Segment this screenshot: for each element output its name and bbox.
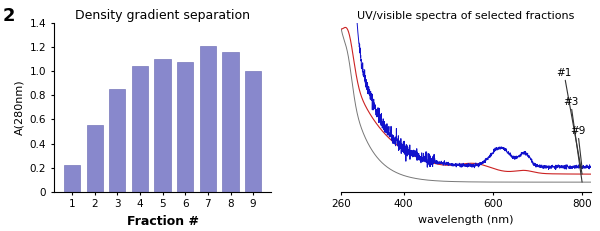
Title: Density gradient separation: Density gradient separation <box>75 9 250 22</box>
Bar <box>64 165 80 192</box>
Bar <box>200 46 216 192</box>
Bar <box>154 59 171 192</box>
Bar <box>177 62 193 192</box>
Text: 2: 2 <box>3 7 16 25</box>
Bar <box>223 52 239 192</box>
Text: #3: #3 <box>563 97 582 182</box>
Y-axis label: A(280nm): A(280nm) <box>14 80 24 135</box>
Text: #9: #9 <box>570 126 586 168</box>
X-axis label: Fraction #: Fraction # <box>127 215 199 228</box>
Title: UV/visible spectra of selected fractions: UV/visible spectra of selected fractions <box>358 11 575 21</box>
Bar <box>132 67 148 192</box>
Bar <box>109 89 125 192</box>
Bar <box>245 71 262 192</box>
X-axis label: wavelength (nm): wavelength (nm) <box>418 215 514 225</box>
Text: #1: #1 <box>556 67 582 174</box>
Bar <box>86 125 103 192</box>
